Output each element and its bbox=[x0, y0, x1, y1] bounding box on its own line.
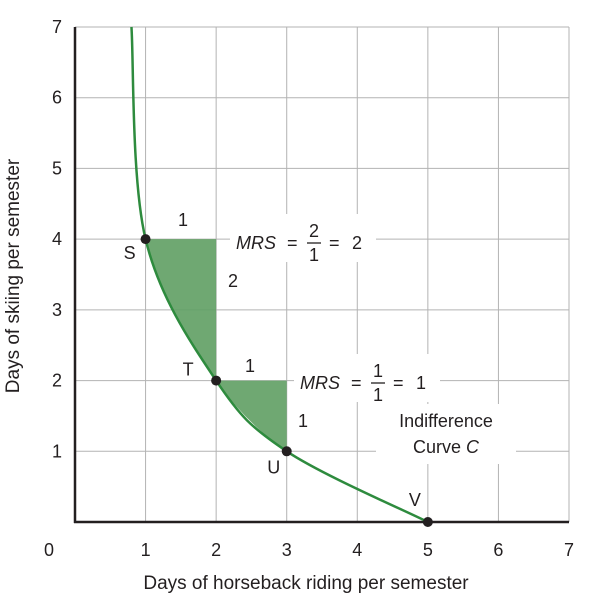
y-tick-label: 3 bbox=[52, 300, 62, 320]
curve-label-line1: Indifference bbox=[399, 411, 493, 431]
mrs-value: 1 bbox=[416, 373, 426, 393]
mrs-formula-background bbox=[230, 214, 376, 262]
y-tick-label: 7 bbox=[52, 17, 62, 37]
mrs-shaded-triangle bbox=[145, 239, 217, 381]
x-tick-label: 3 bbox=[282, 540, 292, 560]
y-tick-label: 1 bbox=[52, 441, 62, 461]
point-v-marker bbox=[422, 517, 433, 527]
x-tick-label: 5 bbox=[423, 540, 433, 560]
curve-label-line2: Curve C bbox=[413, 437, 480, 457]
run-label: 1 bbox=[245, 356, 255, 376]
equals-sign: = bbox=[329, 233, 340, 253]
equals-sign: = bbox=[287, 233, 298, 253]
x-tick-label: 7 bbox=[564, 540, 574, 560]
rise-label: 1 bbox=[298, 411, 308, 431]
x-tick-label: 4 bbox=[352, 540, 362, 560]
mrs-label: MRS bbox=[236, 233, 276, 253]
indifference-curve-line bbox=[130, 26, 429, 524]
rise-label: 2 bbox=[228, 271, 238, 291]
x-tick-label: 0 bbox=[44, 540, 54, 560]
mrs-numerator: 1 bbox=[373, 361, 383, 381]
mrs-triangles bbox=[145, 239, 287, 452]
mrs-value: 2 bbox=[352, 233, 362, 253]
axes bbox=[73, 27, 569, 524]
y-axis-label: Days of skiing per semester bbox=[3, 158, 24, 393]
point-s-marker bbox=[140, 234, 151, 245]
y-tick-label: 2 bbox=[52, 371, 62, 391]
point-t-label: T bbox=[183, 360, 194, 380]
point-v-label: V bbox=[409, 490, 421, 510]
point-u-marker bbox=[281, 446, 292, 457]
tick-labels: 0 1 2 3 4 5 6 7 1 2 3 4 5 6 7 bbox=[44, 17, 574, 560]
y-tick-label: 6 bbox=[52, 88, 62, 108]
mrs-denominator: 1 bbox=[373, 385, 383, 405]
x-tick-label: 2 bbox=[211, 540, 221, 560]
mrs-formula-background bbox=[294, 354, 440, 402]
mrs-denominator: 1 bbox=[309, 245, 319, 265]
mrs-label: MRS bbox=[300, 373, 340, 393]
point-t-marker bbox=[211, 375, 222, 386]
equals-sign: = bbox=[393, 373, 404, 393]
point-s-label: S bbox=[124, 243, 136, 263]
point-u-label: U bbox=[267, 457, 280, 477]
mrs-numerator: 2 bbox=[309, 221, 319, 241]
x-axis-label: Days of horseback riding per semester bbox=[143, 573, 469, 594]
y-tick-label: 5 bbox=[52, 158, 62, 178]
curve-label-background bbox=[376, 404, 516, 464]
labeled-points: S T U V bbox=[124, 234, 433, 527]
mrs-shaded-triangle bbox=[216, 380, 287, 452]
run-label: 1 bbox=[178, 210, 188, 230]
equals-sign: = bbox=[351, 373, 362, 393]
curve-layer bbox=[130, 26, 429, 524]
x-tick-label: 6 bbox=[493, 540, 503, 560]
y-tick-label: 4 bbox=[52, 229, 62, 249]
x-tick-label: 1 bbox=[141, 540, 151, 560]
annotations: 1 2 MRS = 2 1 = 2 1 1 MRS = 1 1 = 1 Indifference Curve C bbox=[178, 210, 516, 464]
